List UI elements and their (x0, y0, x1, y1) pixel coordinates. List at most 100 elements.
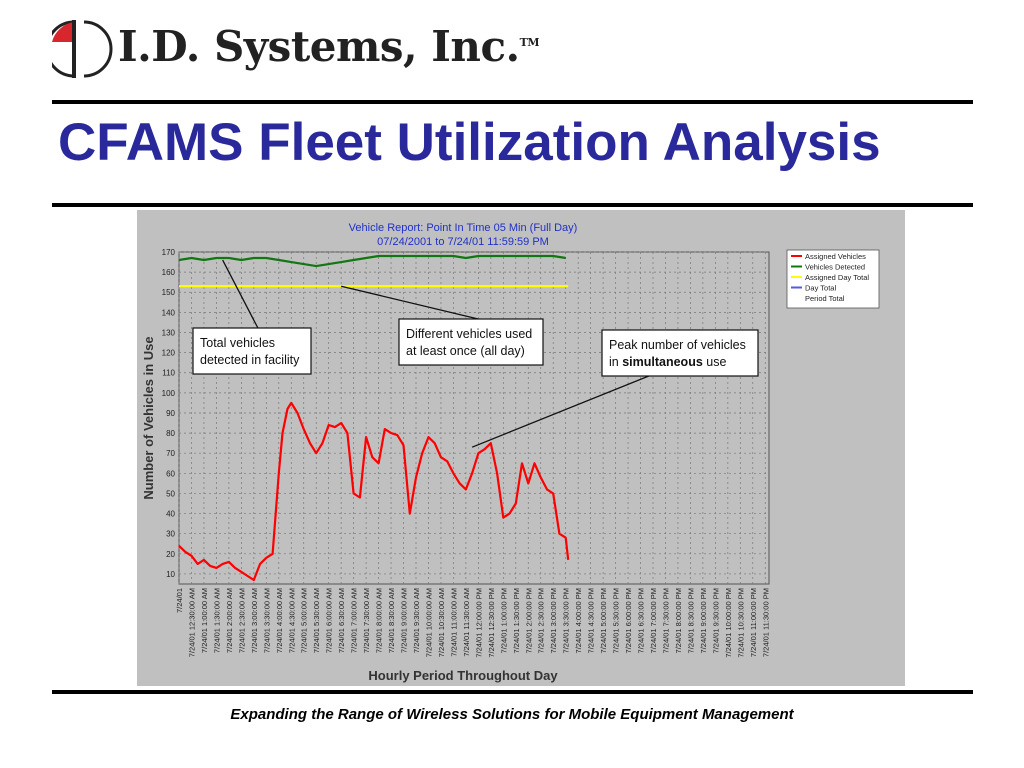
x-tick-label: 7/24/01 4:30:00 PM (587, 588, 596, 653)
x-tick-label: 7/24/01 5:00:00 AM (300, 588, 309, 653)
trademark-mark: TM (519, 36, 540, 49)
y-tick-label: 140 (162, 308, 176, 317)
x-tick-label: 7/24/01 4:00:00 PM (574, 588, 583, 653)
y-tick-label: 30 (166, 530, 175, 539)
x-tick-label: 7/24/01 1:30:00 AM (212, 588, 221, 653)
x-tick-label: 7/24/01 1:30:00 PM (512, 588, 521, 653)
annotation-box (601, 329, 759, 377)
x-tick-label: 7/24/01 8:30:00 PM (686, 588, 695, 653)
x-tick-label: 7/24/01 4:30:00 AM (287, 588, 296, 653)
legend-entry: Vehicles Detected (805, 263, 865, 272)
legend-entry: Day Total (805, 284, 836, 293)
x-tick-label: 7/24/01 2:30:00 PM (537, 588, 546, 653)
chart-legend: Assigned Vehicles Vehicles DetectedAssign… (786, 249, 880, 309)
y-tick-label: 170 (162, 248, 176, 257)
x-tick-label: 7/24/01 1:00:00 PM (499, 588, 508, 653)
grid-lines (178, 251, 769, 584)
x-tick-label: 7/24/01 5:00:00 PM (599, 588, 608, 653)
company-logo (52, 20, 113, 78)
x-tick-label: 7/24/01 11:30:00 PM (761, 588, 770, 657)
x-tick-label: 7/24/01 3:30:00 PM (562, 588, 571, 653)
annotation-pointer (341, 285, 479, 320)
y-tick-label: 90 (166, 409, 175, 418)
logo-mark-icon (52, 20, 113, 78)
x-tick-label: 7/24/01 9:30:00 PM (711, 588, 720, 653)
y-tick-label: 50 (166, 489, 175, 498)
chart-subtitle: 07/24/2001 to 7/24/01 11:59:59 PM (377, 236, 549, 248)
x-tick-label: 7/24/01 7:00:00 PM (649, 588, 658, 653)
plot-area (178, 251, 770, 585)
y-tick-label: 100 (162, 389, 176, 398)
x-tick-label: 7/24/01 1:00:00 AM (200, 588, 209, 653)
x-tick-label: 7/24/01 11:00:00 PM (749, 588, 758, 657)
annotation-box (192, 327, 312, 375)
x-tick-label: 7/24/01 9:30:00 AM (412, 588, 421, 653)
x-tick-label: 7/24/01 5:30:00 PM (612, 588, 621, 653)
y-tick-label: 80 (166, 429, 175, 438)
chart-title: Vehicle Report: Point In Time 05 Min (Fu… (349, 222, 578, 234)
y-axis-label: Number of Vehicles in Use (141, 336, 156, 499)
company-name-text: I.D. Systems, Inc. (118, 22, 520, 71)
x-tick-label: 7/24/01 6:00:00 AM (325, 588, 334, 653)
bottom-rule (52, 690, 973, 694)
series-lines (178, 254, 570, 582)
company-name: I.D. Systems, Inc.TM (118, 22, 540, 71)
y-tick-label: 130 (162, 328, 176, 337)
x-tick-label: 7/24/01 2:00:00 PM (524, 588, 533, 653)
x-tick-label: 7/24/01 11:30:00 AM (462, 588, 471, 657)
x-tick-label: 7/24/01 10:00:00 AM (424, 588, 433, 657)
x-tick-label: 7/24/01 3:00:00 PM (549, 588, 558, 653)
x-axis-label: Hourly Period Throughout Day (368, 668, 558, 683)
x-tick-label: 7/24/01 6:00:00 PM (624, 588, 633, 653)
x-tick-label: 7/24/01 6:30:00 AM (337, 588, 346, 653)
annotation-pointer (471, 375, 650, 448)
x-tick-label: 7/24/01 8:00:00 AM (375, 588, 384, 653)
annotation-text: Total vehicles (200, 336, 275, 350)
x-tick-label: 7/24/01 10:00:00 PM (724, 588, 733, 658)
x-tick-label: 7/24/01 12:30:00 AM (187, 588, 196, 657)
annotation-text: in simultaneous use (609, 355, 726, 369)
legend-entry: Assigned Day Total (805, 273, 869, 282)
x-tick-label: 7/24/01 4:00:00 AM (275, 588, 284, 653)
y-axis: 10 20 30 40 50 60 70 80 90 100 110 120 130 140 150 160 1… (162, 248, 176, 579)
x-tick-label: 7/24/01 2:00:00 AM (225, 588, 234, 653)
page-title: CFAMS Fleet Utilization Analysis (58, 113, 881, 172)
x-tick-label: 7/24/01 10:30:00 PM (736, 588, 745, 658)
chart-annotations: Total vehicles detected in facility Differ… (192, 259, 759, 448)
annotation-box (398, 318, 544, 366)
series-line-assigned-vehicles (178, 401, 570, 582)
x-tick-label: 7/24/01 7:30:00 AM (362, 588, 371, 653)
x-tick-label: 7/24/01 9:00:00 PM (699, 588, 708, 653)
y-tick-label: 70 (166, 449, 175, 458)
x-tick-label: 7/24/01 12:30:00 PM (487, 588, 496, 658)
x-tick-label: 7/24/01 12:00:00 PM (474, 588, 483, 658)
annotation-text: Peak number of vehicles (609, 338, 746, 352)
x-tick-label: 7/24/01 2:30:00 AM (237, 588, 246, 653)
x-tick-label: 7/24/01 7:00:00 AM (350, 588, 359, 653)
y-tick-label: 40 (166, 510, 175, 519)
annotation-text: Different vehicles used (406, 327, 532, 341)
title-rule (52, 203, 973, 207)
y-tick-label: 150 (162, 288, 176, 297)
y-tick-label: 60 (166, 469, 175, 478)
y-tick-label: 20 (166, 550, 175, 559)
annotation-text: at least once (all day) (406, 344, 525, 358)
y-tick-label: 10 (166, 570, 175, 579)
x-axis: 7/24/01 7/24/01 12:30:00 AM 7/24/01 1:00:0… (175, 588, 770, 658)
annotation-text: detected in facility (200, 353, 300, 367)
legend-box (786, 249, 880, 309)
legend-entry: Period Total (805, 294, 845, 303)
x-tick-label: 7/24/01 (175, 588, 184, 613)
footer-tagline: Expanding the Range of Wireless Solution… (230, 706, 794, 723)
x-tick-label: 7/24/01 3:30:00 AM (262, 588, 271, 653)
x-tick-label: 7/24/01 8:30:00 AM (387, 588, 396, 653)
x-tick-label: 7/24/01 8:00:00 PM (674, 588, 683, 653)
x-tick-label: 7/24/01 9:00:00 AM (400, 588, 409, 653)
x-tick-label: 7/24/01 5:30:00 AM (312, 588, 321, 653)
y-tick-label: 110 (162, 369, 175, 378)
x-tick-label: 7/24/01 6:30:00 PM (637, 588, 646, 653)
x-tick-label: 7/24/01 11:00:00 AM (449, 588, 458, 657)
utilization-chart: Vehicle Report: Point In Time 05 Min (Fu… (137, 210, 905, 686)
top-rule (52, 100, 973, 104)
y-tick-label: 160 (162, 268, 176, 277)
